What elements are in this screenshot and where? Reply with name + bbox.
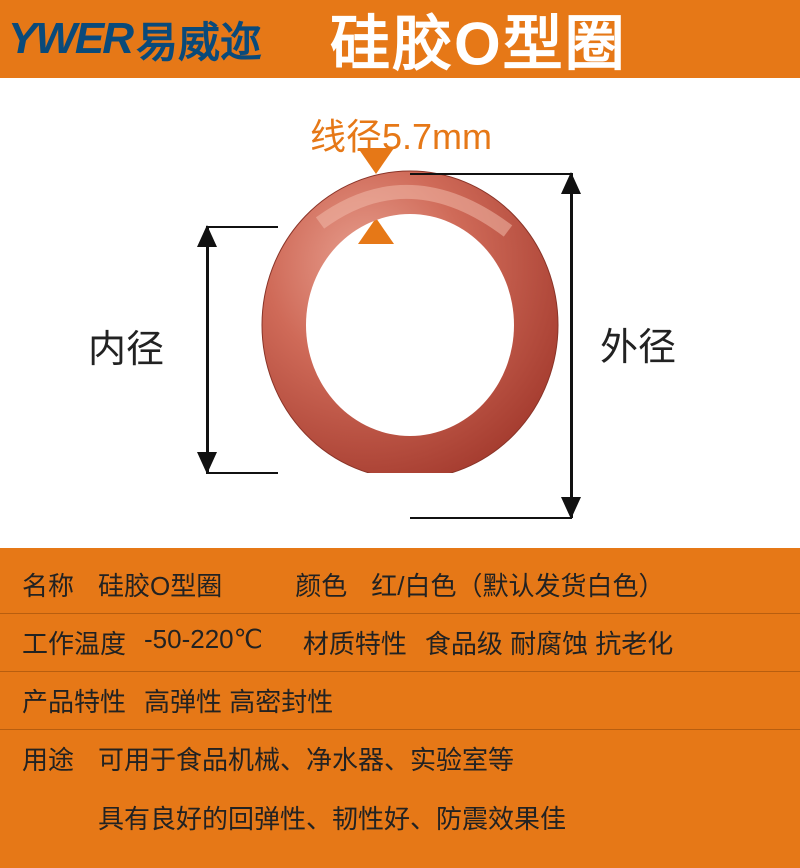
outer-diameter-label: 外径 bbox=[600, 316, 676, 371]
spec-value: 硅胶O型圈 bbox=[98, 566, 222, 603]
specs-panel: 名称 硅胶O型圈 颜色 红/白色（默认发货白色） 工作温度 -50-220℃ 材… bbox=[0, 548, 800, 868]
inner-arrow-line bbox=[206, 226, 209, 473]
spec-label: 产品特性 bbox=[22, 682, 126, 719]
wire-diameter-label: 线径5.7mm bbox=[310, 108, 492, 160]
inner-arrow-down-icon bbox=[197, 452, 217, 474]
spec-label: 材质特性 bbox=[303, 624, 407, 661]
oring-graphic bbox=[260, 163, 560, 473]
spec-label: 用途 bbox=[22, 740, 80, 777]
spec-label: 工作温度 bbox=[22, 624, 126, 661]
spec-value: 高弹性 高密封性 bbox=[144, 682, 333, 719]
inner-tick-bot bbox=[206, 472, 278, 474]
spec-row-temp: 工作温度 -50-220℃ 材质特性 食品级 耐腐蚀 抗老化 bbox=[0, 614, 800, 672]
product-title: 硅胶O型圈 bbox=[330, 0, 627, 83]
spec-value: 食品级 耐腐蚀 抗老化 bbox=[425, 624, 673, 661]
diagram-area: 线径5.7mm 内径 外径 bbox=[0, 78, 800, 548]
outer-tick-bot bbox=[410, 517, 572, 519]
outer-arrow-line bbox=[570, 173, 573, 518]
brand-cn: 易威迩 bbox=[136, 9, 262, 70]
spec-value: 红/白色（默认发货白色） bbox=[371, 566, 664, 603]
spec-value: -50-220℃ bbox=[144, 624, 263, 655]
outer-tick-top bbox=[410, 173, 572, 175]
inner-tick-top bbox=[206, 226, 278, 228]
inner-diameter-label: 内径 bbox=[88, 318, 164, 373]
spec-label: 颜色 bbox=[295, 566, 353, 603]
inner-arrow-up-icon bbox=[197, 225, 217, 247]
spec-value-line2: 具有良好的回弹性、韧性好、防震效果佳 bbox=[98, 799, 566, 836]
spec-row-name: 名称 硅胶O型圈 颜色 红/白色（默认发货白色） bbox=[0, 556, 800, 614]
spec-row-usage: 用途 可用于食品机械、净水器、实验室等 具有良好的回弹性、韧性好、防震效果佳 bbox=[0, 730, 800, 846]
header-bar: YWER 易威迩 硅胶O型圈 bbox=[0, 0, 800, 78]
spec-value: 可用于食品机械、净水器、实验室等 bbox=[98, 740, 514, 777]
spec-row-feature: 产品特性 高弹性 高密封性 bbox=[0, 672, 800, 730]
outer-arrow-down-icon bbox=[561, 497, 581, 519]
spec-label: 名称 bbox=[22, 566, 80, 603]
outer-arrow-up-icon bbox=[561, 172, 581, 194]
brand-en: YWER bbox=[0, 14, 132, 64]
